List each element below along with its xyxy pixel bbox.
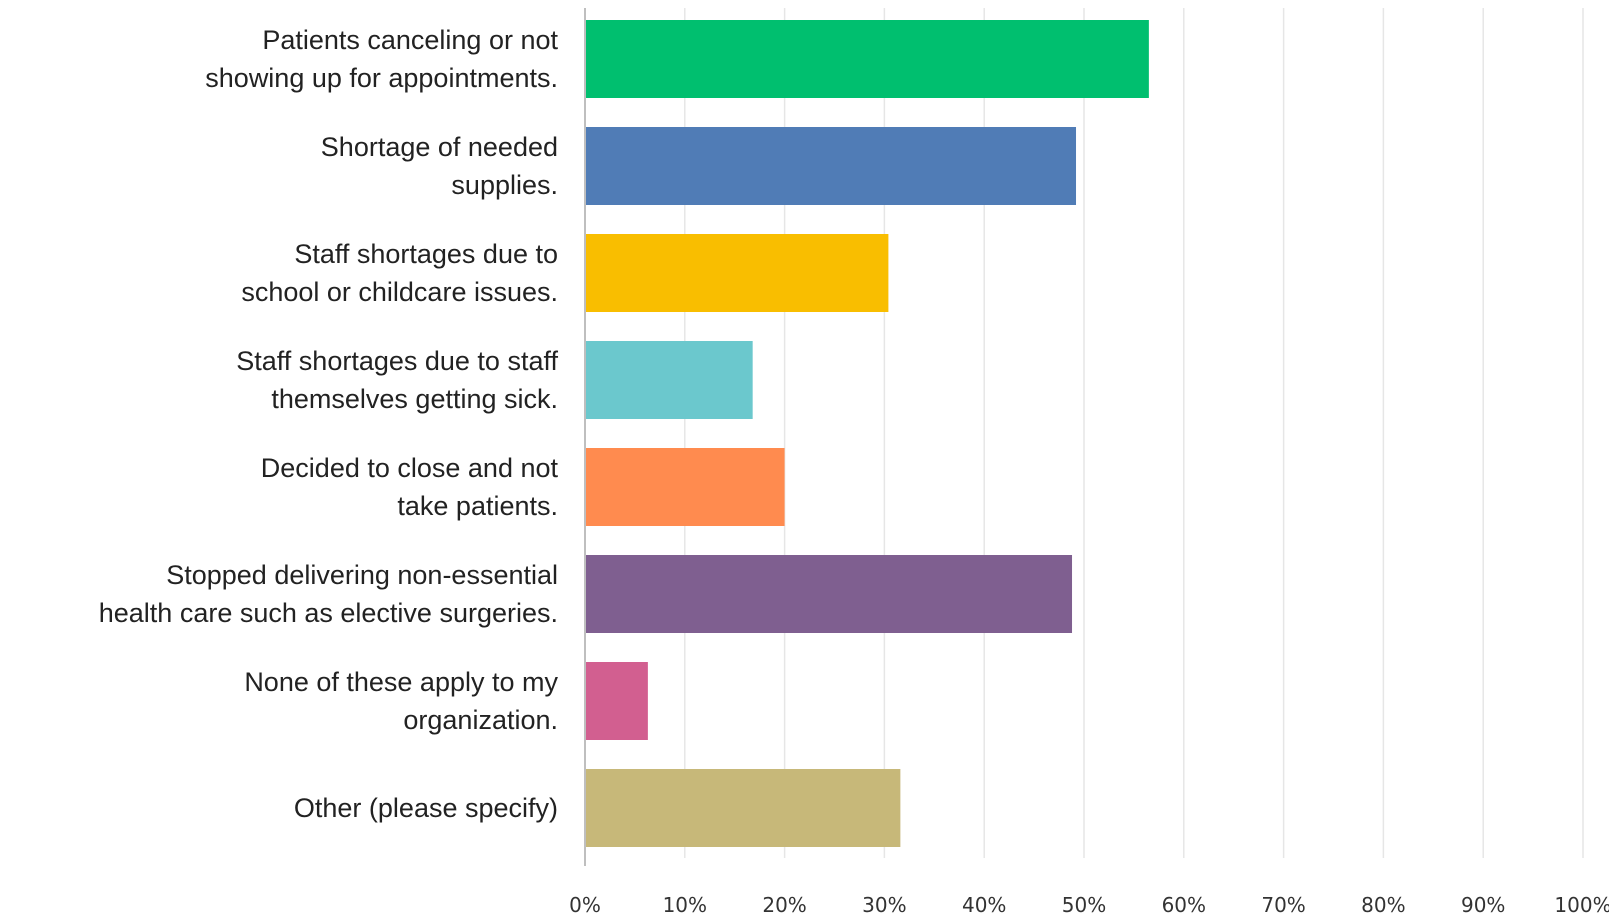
x-tick-label: 20%	[762, 893, 806, 917]
bars	[585, 20, 1149, 847]
category-label: Other (please specify)	[294, 793, 558, 823]
x-tick-label: 40%	[962, 893, 1006, 917]
x-tick-label: 30%	[862, 893, 906, 917]
x-tick-label: 10%	[663, 893, 707, 917]
bar	[585, 662, 648, 740]
category-label: Decided to close and not take patients.	[261, 453, 559, 521]
bar	[585, 555, 1073, 633]
bar	[585, 234, 889, 312]
category-label: Staff shortages due to staff themselves g…	[236, 346, 558, 414]
category-labels: Patients canceling or not showing up for …	[99, 25, 559, 823]
x-tick-label: 80%	[1361, 893, 1405, 917]
bar	[585, 20, 1149, 98]
bar	[585, 341, 753, 419]
x-tick-label: 90%	[1461, 893, 1505, 917]
x-tick-label: 60%	[1162, 893, 1206, 917]
x-tick-label: 50%	[1062, 893, 1106, 917]
x-tick-label: 0%	[569, 893, 601, 917]
category-label: None of these apply to my organization.	[244, 667, 558, 735]
bar	[585, 448, 785, 526]
x-tick-label: 70%	[1261, 893, 1305, 917]
x-tick-label: 100%	[1554, 893, 1609, 917]
category-label: Patients canceling or not showing up for …	[205, 25, 558, 93]
category-label: Stopped delivering non-essential health c…	[99, 560, 558, 628]
category-label: Staff shortages due to school or childcar…	[241, 239, 558, 307]
category-label: Shortage of needed supplies.	[321, 132, 558, 200]
bar	[585, 769, 901, 847]
bar	[585, 127, 1077, 205]
x-tick-labels: 0% 10% 20% 30% 40% 50% 60% 70% 80% 90% 100%	[569, 893, 1609, 917]
